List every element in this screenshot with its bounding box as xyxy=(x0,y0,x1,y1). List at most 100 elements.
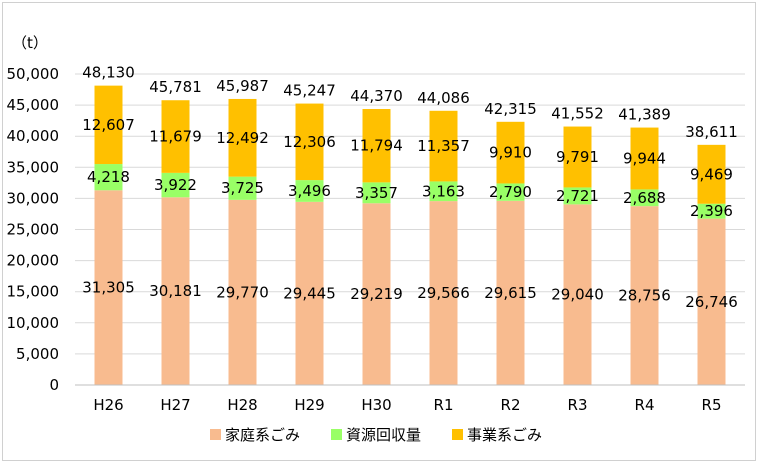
x-tick-label: R2 xyxy=(501,396,521,414)
total-label: 45,247 xyxy=(283,82,336,100)
y-tick-label: 5,000 xyxy=(16,345,59,363)
data-label: 12,607 xyxy=(82,116,135,134)
total-label: 41,389 xyxy=(618,106,671,124)
bar-segment-0-4 xyxy=(362,203,391,385)
bars xyxy=(94,85,726,385)
y-tick-label: 25,000 xyxy=(7,221,60,239)
data-label: 11,794 xyxy=(350,137,403,155)
data-label: 28,756 xyxy=(618,287,671,305)
bar-segment-0-0 xyxy=(94,190,123,385)
bar-segment-2-4 xyxy=(362,109,391,183)
bar-segment-1-5 xyxy=(429,181,458,202)
bar-segment-1-1 xyxy=(161,172,190,198)
data-label: 3,163 xyxy=(422,182,465,200)
bar-segment-1-4 xyxy=(362,182,391,204)
data-label: 12,492 xyxy=(216,129,269,147)
data-labels: 31,305 4,218 12,607 48,130 30,181 3,922 11,679… xyxy=(82,64,738,311)
data-label: 4,218 xyxy=(87,168,130,186)
data-label: 9,944 xyxy=(623,149,666,167)
legend: 家庭系ごみ 資源回収量 事業系ごみ xyxy=(210,426,542,444)
x-tick-label: H30 xyxy=(361,396,391,414)
total-label: 48,130 xyxy=(82,64,135,82)
data-label: 3,725 xyxy=(221,179,264,197)
bar-segment-2-2 xyxy=(228,98,257,177)
data-label: 3,357 xyxy=(355,184,398,202)
bar-segment-0-2 xyxy=(228,199,257,385)
bar-segment-2-3 xyxy=(295,103,324,181)
x-tick-label: H28 xyxy=(227,396,257,414)
y-tick-label: 30,000 xyxy=(7,189,60,207)
y-tick-label: 15,000 xyxy=(7,283,60,301)
total-label: 45,987 xyxy=(216,77,269,95)
bar-segment-1-8 xyxy=(630,189,659,207)
legend-swatch xyxy=(210,429,221,440)
bar-segment-0-9 xyxy=(697,218,726,385)
axes: 0 5,000 10,000 15,000 20,000 25,000 30,000 35,0… xyxy=(7,65,745,414)
bar-segment-0-5 xyxy=(429,201,458,385)
x-tick-label: R5 xyxy=(702,396,722,414)
bar-segment-1-2 xyxy=(228,176,257,200)
data-label: 11,357 xyxy=(417,137,470,155)
data-label: 11,679 xyxy=(149,128,202,146)
x-tick-label: H26 xyxy=(93,396,123,414)
legend-label: 事業系ごみ xyxy=(467,426,542,444)
legend-swatch xyxy=(331,429,342,440)
total-label: 45,781 xyxy=(149,78,202,96)
total-label: 41,552 xyxy=(551,105,604,123)
legend-label: 資源回収量 xyxy=(346,426,421,444)
legend-swatch xyxy=(452,429,463,440)
data-label: 31,305 xyxy=(82,279,135,297)
x-tick-label: H27 xyxy=(160,396,190,414)
data-label: 9,791 xyxy=(556,148,599,166)
data-label: 2,721 xyxy=(556,187,599,205)
total-label: 42,315 xyxy=(484,100,537,118)
y-tick-label: 35,000 xyxy=(7,158,60,176)
data-label: 29,566 xyxy=(417,284,470,302)
data-label: 30,181 xyxy=(149,282,202,300)
y-tick-label: 10,000 xyxy=(7,314,60,332)
y-tick-label: 20,000 xyxy=(7,252,60,270)
bar-segment-1-9 xyxy=(697,203,726,219)
x-tick-label: R4 xyxy=(635,396,655,414)
data-label: 29,615 xyxy=(484,284,537,302)
data-label: 12,306 xyxy=(283,133,336,151)
total-label: 44,086 xyxy=(417,89,470,107)
bar-segment-1-0 xyxy=(94,164,123,191)
total-label: 38,611 xyxy=(685,123,738,141)
total-label: 44,370 xyxy=(350,87,403,105)
bar-segment-1-3 xyxy=(295,180,324,202)
bar-segment-1-6 xyxy=(496,183,525,201)
y-axis-unit-label: （t） xyxy=(12,34,48,52)
y-tick-label: 40,000 xyxy=(7,127,60,145)
x-tick-label: R1 xyxy=(434,396,454,414)
y-tick-label: 0 xyxy=(49,376,59,394)
data-label: 29,040 xyxy=(551,286,604,304)
data-label: 29,219 xyxy=(350,285,403,303)
x-tick-label: H29 xyxy=(294,396,324,414)
bar-segment-1-7 xyxy=(563,187,592,205)
data-label: 3,922 xyxy=(154,176,197,194)
data-label: 2,790 xyxy=(489,183,532,201)
bar-segment-2-6 xyxy=(496,121,525,184)
bar-segment-0-6 xyxy=(496,200,525,385)
bar-segment-0-8 xyxy=(630,206,659,385)
bar-segment-2-7 xyxy=(563,126,592,188)
bar-segment-0-1 xyxy=(161,197,190,385)
legend-label: 家庭系ごみ xyxy=(225,426,300,444)
data-label: 9,910 xyxy=(489,144,532,162)
data-label: 29,770 xyxy=(216,283,269,301)
data-label: 29,445 xyxy=(283,284,336,302)
data-label: 9,469 xyxy=(690,165,733,183)
bar-segment-2-5 xyxy=(429,110,458,182)
y-tick-label: 45,000 xyxy=(7,96,60,114)
data-label: 2,688 xyxy=(623,189,666,207)
data-label: 26,746 xyxy=(685,293,738,311)
bar-segment-2-9 xyxy=(697,144,726,204)
bar-segment-0-7 xyxy=(563,204,592,385)
data-label: 3,496 xyxy=(288,182,331,200)
bar-segment-2-1 xyxy=(161,100,190,173)
bar-segment-2-0 xyxy=(94,85,123,165)
bar-segment-2-8 xyxy=(630,127,659,190)
bar-segment-0-3 xyxy=(295,201,324,385)
